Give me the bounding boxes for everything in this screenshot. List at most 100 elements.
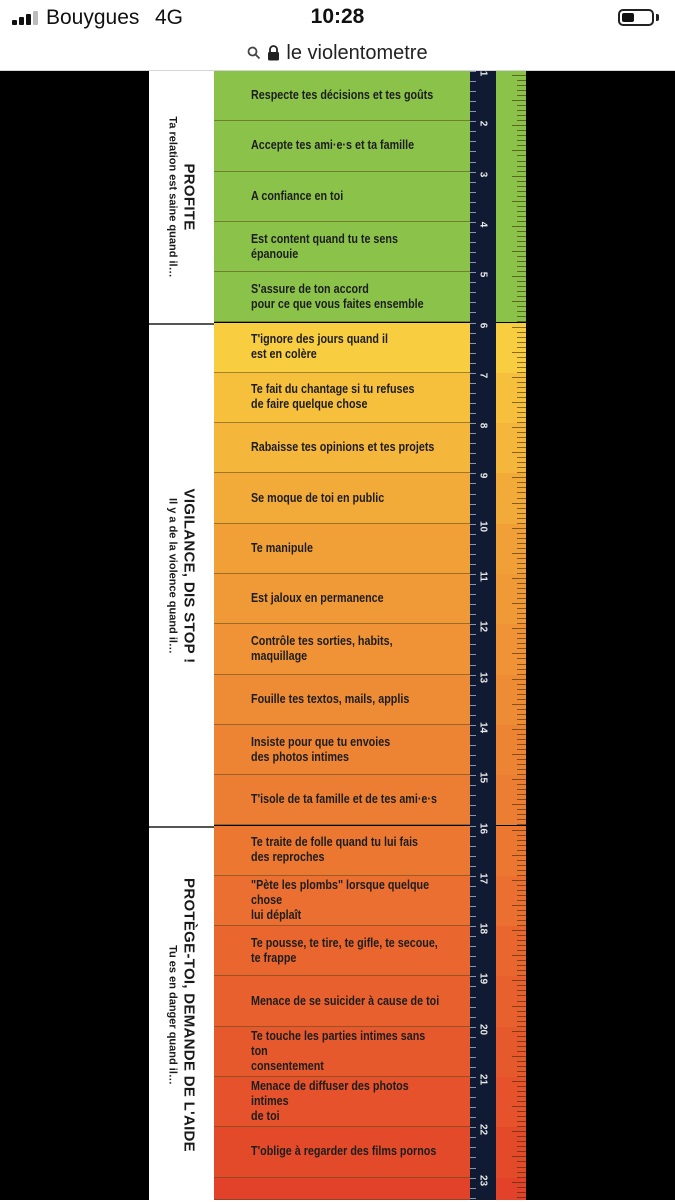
ruler-tick [470,393,476,394]
ruler-tick [470,1007,476,1008]
ruler-tick [470,302,476,303]
ruler-tick [470,443,476,444]
section-title: VIGILANCE, DIS STOP ! [180,489,197,664]
scale-tick [517,890,526,891]
ruler-number: 2 [478,115,489,133]
ruler-tick [470,554,476,555]
section-heading: VIGILANCE, DIS STOP !Il y a de la violen… [166,489,197,664]
scale-tick [512,553,526,554]
behavior-row: Te pousse, te tire, te gifle, te secoue,… [214,926,470,976]
scale-tick [517,845,526,846]
ruler-tick [470,292,476,293]
ruler-tick [470,775,476,776]
scale-tick [517,211,526,212]
ruler-tick [470,604,476,605]
scale-tick [512,452,526,453]
scale-tick [517,1177,526,1178]
scale-tick [512,653,526,654]
scale-tick [517,835,526,836]
ruler-tick [470,162,476,163]
scale-tick [517,1036,526,1037]
ruler-tick [470,544,476,545]
scale-tick [517,658,526,659]
scale-tick [517,764,526,765]
behavior-text: Est content quand tu te sens épanouie [251,232,439,262]
scale-tick [517,457,526,458]
ruler-tick [470,826,476,827]
behavior-row: Rabaisse tes opinions et tes projets [214,423,470,473]
ruler-tick [470,91,476,92]
behavior-text: "Pète les plombs" lorsque quelque chose … [251,878,439,923]
ruler-tick [470,1027,476,1028]
scale-tick [517,171,526,172]
scale-tick [517,447,526,448]
url-text[interactable]: le violentometre [286,42,427,65]
behavior-text: Se moque de toi en public [251,491,384,506]
scale-tick [517,669,526,670]
scale-tick [517,940,526,941]
scale-tick [512,251,526,252]
ruler-tick [470,413,476,414]
section-subtitle: Il y a de la violence quand il… [166,489,178,664]
scale-tick [517,558,526,559]
ruler-tick [470,343,476,344]
ruler-tick [470,433,476,434]
behavior-text: Rabaisse tes opinions et tes projets [251,440,434,455]
scale-tick [517,975,526,976]
battery-tip [656,14,659,21]
scale-tick [517,1091,526,1092]
scale-tick [512,477,526,478]
scale-tick [517,814,526,815]
scale-tick [517,1167,526,1168]
scale-tick [517,130,526,131]
ruler-number: 16 [478,819,489,837]
ruler-tick [470,675,476,676]
scale-tick [517,487,526,488]
behavior-text: Menace de se suicider à cause de toi [251,994,439,1009]
ruler-tick [470,111,476,112]
scale-segment [496,826,526,876]
section-title: PROTÈGE-TOI, DEMANDE DE L'AIDE [180,878,197,1152]
scale-tick [517,518,526,519]
scale-tick [517,664,526,665]
scale-tick [517,925,526,926]
ruler-tick [470,745,476,746]
url-bar[interactable]: le violentometre [0,36,675,71]
scale-tick [517,563,526,564]
ruler-tick [470,685,476,686]
search-icon [247,46,261,60]
behavior-text: Accepte tes ami·e·s et ta famille [251,138,414,153]
scale-tick [517,1041,526,1042]
ruler-tick [470,1168,476,1169]
ruler-tick [470,926,476,927]
scale-tick [512,1131,526,1132]
scale-tick [517,865,526,866]
ruler-tick [470,906,476,907]
scale-tick [517,145,526,146]
ruler-tick [470,242,476,243]
ruler-tick [470,383,476,384]
ruler-tick [470,715,476,716]
behavior-text: Est jaloux en permanence [251,591,384,606]
ruler-tick [470,282,476,283]
scale-tick [512,276,526,277]
ruler-tick [470,353,476,354]
scale-tick [517,759,526,760]
scale-tick [512,930,526,931]
scale-segment [496,473,526,523]
scale-tick [517,638,526,639]
scale-tick [517,362,526,363]
behavior-row: Te manipule [214,524,470,574]
scale-segment [496,524,526,574]
ruler-tick [470,1188,476,1189]
scale-tick [517,166,526,167]
scale-segment [496,926,526,976]
scale-tick [517,1061,526,1062]
behavior-row: Est content quand tu te sens épanouie [214,222,470,272]
scale-segment [496,222,526,272]
scale-tick [517,256,526,257]
scale-tick [517,407,526,408]
